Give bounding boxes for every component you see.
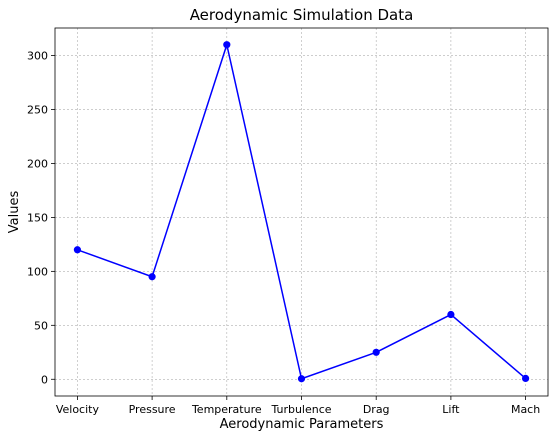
data-point (149, 273, 156, 280)
y-tick-label: 200 (27, 157, 48, 170)
grid (55, 28, 548, 396)
x-tick-label: Temperature (191, 403, 262, 416)
y-tick-label: 300 (27, 50, 48, 63)
data-point (373, 349, 380, 356)
data-point (74, 246, 81, 253)
x-tick-label: Turbulence (270, 403, 331, 416)
data-point (522, 375, 529, 382)
y-tick-label: 150 (27, 211, 48, 224)
y-tick-label: 50 (34, 319, 48, 332)
x-tick-label: Pressure (129, 403, 176, 416)
x-axis-label: Aerodynamic Parameters (220, 417, 384, 432)
data-point (298, 375, 305, 382)
y-axis-label: Values (7, 191, 22, 234)
y-tick-label: 0 (41, 373, 48, 386)
data-point (223, 41, 230, 48)
y-axis-ticks: 0 50 100 150 200 250 300 (27, 50, 55, 387)
x-tick-label: Velocity (56, 403, 100, 416)
y-tick-label: 100 (27, 265, 48, 278)
x-tick-label: Drag (363, 403, 390, 416)
y-tick-label: 250 (27, 103, 48, 116)
data-point (447, 311, 454, 318)
x-tick-label: Lift (442, 403, 460, 416)
x-axis-ticks: Velocity Pressure Temperature Turbulence Dra… (56, 396, 540, 416)
chart-title: Aerodynamic Simulation Data (190, 6, 414, 24)
x-tick-label: Mach (511, 403, 540, 416)
